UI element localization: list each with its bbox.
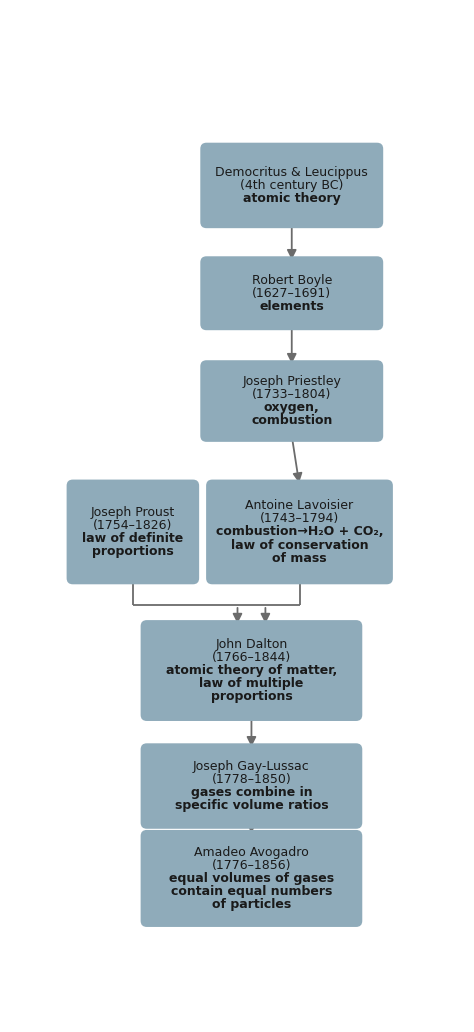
FancyBboxPatch shape: [141, 830, 362, 927]
Text: of mass: of mass: [272, 552, 327, 565]
Text: elements: elements: [259, 300, 324, 313]
FancyBboxPatch shape: [201, 142, 383, 228]
Text: (1743–1794): (1743–1794): [260, 512, 339, 525]
Text: proportions: proportions: [210, 690, 292, 703]
FancyBboxPatch shape: [67, 480, 199, 584]
Text: proportions: proportions: [92, 545, 174, 558]
Text: Amadeo Avogadro: Amadeo Avogadro: [194, 846, 309, 859]
FancyBboxPatch shape: [206, 480, 393, 584]
Text: (1733–1804): (1733–1804): [252, 388, 331, 401]
Text: law of multiple: law of multiple: [199, 677, 304, 690]
Text: (1754–1826): (1754–1826): [93, 519, 173, 531]
FancyBboxPatch shape: [141, 743, 362, 829]
FancyBboxPatch shape: [201, 256, 383, 330]
Text: specific volume ratios: specific volume ratios: [174, 799, 328, 812]
Text: (1766–1844): (1766–1844): [212, 651, 291, 664]
Text: Joseph Proust: Joseph Proust: [91, 506, 175, 519]
Text: Robert Boyle: Robert Boyle: [252, 273, 332, 287]
Text: equal volumes of gases: equal volumes of gases: [169, 872, 334, 885]
FancyBboxPatch shape: [201, 360, 383, 442]
Text: (4th century BC): (4th century BC): [240, 179, 344, 192]
Text: (1627–1691): (1627–1691): [252, 287, 331, 299]
Text: oxygen,: oxygen,: [264, 401, 319, 414]
Text: John Dalton: John Dalton: [215, 638, 288, 651]
Text: (1776–1856): (1776–1856): [212, 859, 291, 872]
Text: (1778–1850): (1778–1850): [211, 773, 292, 786]
Text: Joseph Priestley: Joseph Priestley: [242, 375, 341, 388]
Text: law of definite: law of definite: [82, 531, 183, 545]
Text: atomic theory: atomic theory: [243, 192, 341, 205]
FancyBboxPatch shape: [141, 620, 362, 721]
Text: law of conservation: law of conservation: [231, 539, 368, 551]
Text: combustion→H₂O + CO₂,: combustion→H₂O + CO₂,: [216, 525, 383, 539]
Text: contain equal numbers: contain equal numbers: [171, 885, 332, 898]
Text: combustion: combustion: [251, 414, 332, 427]
Text: Antoine Lavoisier: Antoine Lavoisier: [246, 499, 354, 512]
Text: Joseph Gay-Lussac: Joseph Gay-Lussac: [193, 760, 310, 773]
Text: atomic theory of matter,: atomic theory of matter,: [166, 664, 337, 677]
Text: Democritus & Leucippus: Democritus & Leucippus: [215, 166, 368, 179]
Text: gases combine in: gases combine in: [191, 786, 312, 799]
Text: of particles: of particles: [212, 898, 291, 911]
